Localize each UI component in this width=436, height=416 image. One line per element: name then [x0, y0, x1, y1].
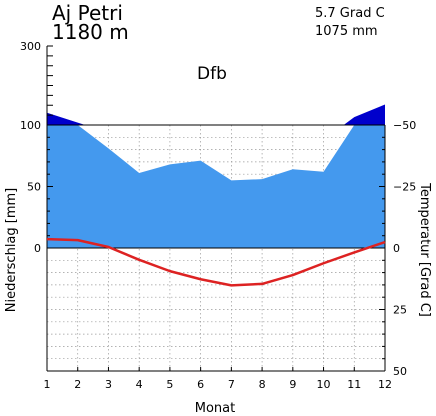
perhumid-area	[47, 112, 86, 125]
left-axis-label: Niederschlag [mm]	[4, 188, 19, 313]
mean-temperature: 5.7 Grad C	[315, 6, 385, 21]
x-axis-label: Monat	[195, 401, 235, 416]
station-elevation: 1180 m	[52, 20, 129, 44]
left-tick-label: 300	[20, 40, 41, 53]
x-tick-label: 3	[105, 378, 112, 391]
axes	[46, 45, 386, 372]
right-axis-label: Temperatur [Grad C]	[417, 182, 432, 317]
x-tick-label: 4	[136, 378, 143, 391]
x-tick-label: 2	[74, 378, 81, 391]
x-tick-label: 7	[228, 378, 235, 391]
humid-area	[47, 125, 385, 248]
temperature-line	[46, 237, 386, 287]
right-tick-label: 25	[393, 304, 407, 317]
left-tick-label: 100	[20, 119, 41, 132]
right-tick-label: −50	[393, 119, 416, 132]
x-tick-label: 11	[347, 378, 361, 391]
left-tick-label: 0	[34, 242, 41, 255]
climate-class: Dfb	[197, 64, 227, 84]
precipitation-area	[47, 104, 385, 248]
x-tick-label: 10	[317, 378, 331, 391]
x-tick-label: 1	[44, 378, 51, 391]
x-tick-label: 12	[378, 378, 392, 391]
x-tick-label: 8	[259, 378, 266, 391]
x-tick-label: 6	[197, 378, 204, 391]
temperature-series-line	[46, 237, 386, 287]
right-tick-label: −25	[393, 181, 416, 194]
station-name: Aj Petri	[52, 1, 123, 25]
left-tick-label: 50	[27, 181, 41, 194]
annual-precipitation: 1075 mm	[315, 24, 378, 39]
x-tick-label: 5	[166, 378, 173, 391]
right-tick-label: 50	[393, 365, 407, 378]
perhumid-area	[343, 104, 385, 125]
x-tick-label: 9	[289, 378, 296, 391]
right-tick-label: 0	[393, 242, 400, 255]
